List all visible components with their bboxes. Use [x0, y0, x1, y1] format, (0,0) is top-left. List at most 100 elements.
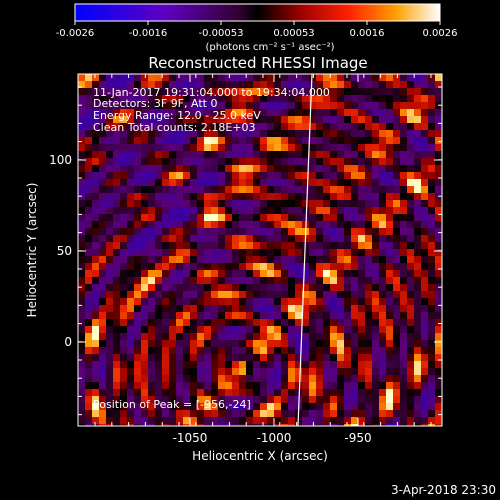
image-pixel [106, 116, 113, 123]
image-pixel [106, 172, 113, 179]
clean-annotation: Clean Total counts: 2.18E+03 [93, 121, 256, 134]
image-pixel [302, 186, 309, 193]
image-pixel [281, 333, 288, 340]
image-pixel [274, 417, 281, 424]
image-pixel [407, 137, 414, 144]
image-pixel [379, 270, 386, 277]
image-pixel [337, 102, 344, 109]
image-pixel [211, 88, 218, 95]
image-pixel [120, 193, 127, 200]
image-pixel [365, 340, 372, 347]
image-pixel [309, 116, 316, 123]
image-pixel [134, 305, 141, 312]
image-pixel [428, 144, 435, 151]
image-pixel [225, 137, 232, 144]
image-pixel [330, 277, 337, 284]
image-pixel [267, 165, 274, 172]
image-pixel [267, 368, 274, 375]
image-pixel [253, 291, 260, 298]
image-pixel [218, 305, 225, 312]
image-pixel [274, 305, 281, 312]
image-pixel [211, 221, 218, 228]
image-pixel [267, 333, 274, 340]
image-pixel [204, 298, 211, 305]
image-pixel [351, 326, 358, 333]
image-pixel [99, 256, 106, 263]
image-pixel [155, 361, 162, 368]
image-pixel [407, 228, 414, 235]
image-pixel [407, 74, 414, 81]
image-pixel [211, 312, 218, 319]
image-pixel [288, 340, 295, 347]
image-pixel [211, 130, 218, 137]
image-pixel [414, 382, 421, 389]
image-pixel [176, 277, 183, 284]
image-pixel [365, 165, 372, 172]
image-pixel [407, 249, 414, 256]
image-pixel [162, 165, 169, 172]
image-pixel [407, 165, 414, 172]
image-pixel [246, 354, 253, 361]
image-pixel [92, 382, 99, 389]
image-pixel [365, 389, 372, 396]
image-pixel [232, 144, 239, 151]
image-pixel [372, 410, 379, 417]
image-pixel [225, 263, 232, 270]
image-pixel [127, 396, 134, 403]
image-pixel [435, 340, 442, 347]
image-pixel [85, 95, 92, 102]
image-pixel [190, 151, 197, 158]
image-pixel [309, 347, 316, 354]
image-pixel [351, 340, 358, 347]
image-pixel [85, 193, 92, 200]
image-pixel [316, 284, 323, 291]
image-pixel [127, 137, 134, 144]
image-pixel [85, 333, 92, 340]
image-pixel [162, 424, 169, 426]
image-pixel [407, 109, 414, 116]
image-pixel [421, 242, 428, 249]
image-pixel [141, 151, 148, 158]
image-pixel [232, 319, 239, 326]
image-pixel [176, 417, 183, 424]
image-pixel [113, 410, 120, 417]
image-pixel [92, 228, 99, 235]
image-pixel [260, 249, 267, 256]
image-pixel [386, 158, 393, 165]
image-pixel [141, 74, 148, 81]
image-pixel [267, 326, 274, 333]
image-pixel [435, 424, 442, 426]
image-pixel [421, 256, 428, 263]
image-pixel [428, 81, 435, 88]
image-pixel [197, 102, 204, 109]
image-pixel [183, 193, 190, 200]
image-pixel [113, 382, 120, 389]
image-pixel [435, 368, 442, 375]
image-pixel [232, 347, 239, 354]
image-pixel [288, 186, 295, 193]
image-pixel [337, 410, 344, 417]
image-pixel [232, 424, 239, 426]
image-pixel [106, 165, 113, 172]
image-pixel [386, 333, 393, 340]
image-pixel [211, 214, 218, 221]
image-pixel [421, 263, 428, 270]
image-pixel [393, 375, 400, 382]
image-pixel [113, 144, 120, 151]
image-pixel [92, 151, 99, 158]
image-pixel [337, 207, 344, 214]
image-pixel [246, 249, 253, 256]
image-pixel [330, 193, 337, 200]
image-pixel [134, 312, 141, 319]
image-pixel [162, 144, 169, 151]
image-pixel [211, 116, 218, 123]
image-pixel [232, 200, 239, 207]
image-pixel [225, 193, 232, 200]
image-pixel [120, 291, 127, 298]
image-pixel [127, 263, 134, 270]
image-pixel [386, 207, 393, 214]
image-pixel [421, 277, 428, 284]
image-pixel [225, 221, 232, 228]
image-pixel [414, 424, 421, 426]
image-pixel [190, 242, 197, 249]
